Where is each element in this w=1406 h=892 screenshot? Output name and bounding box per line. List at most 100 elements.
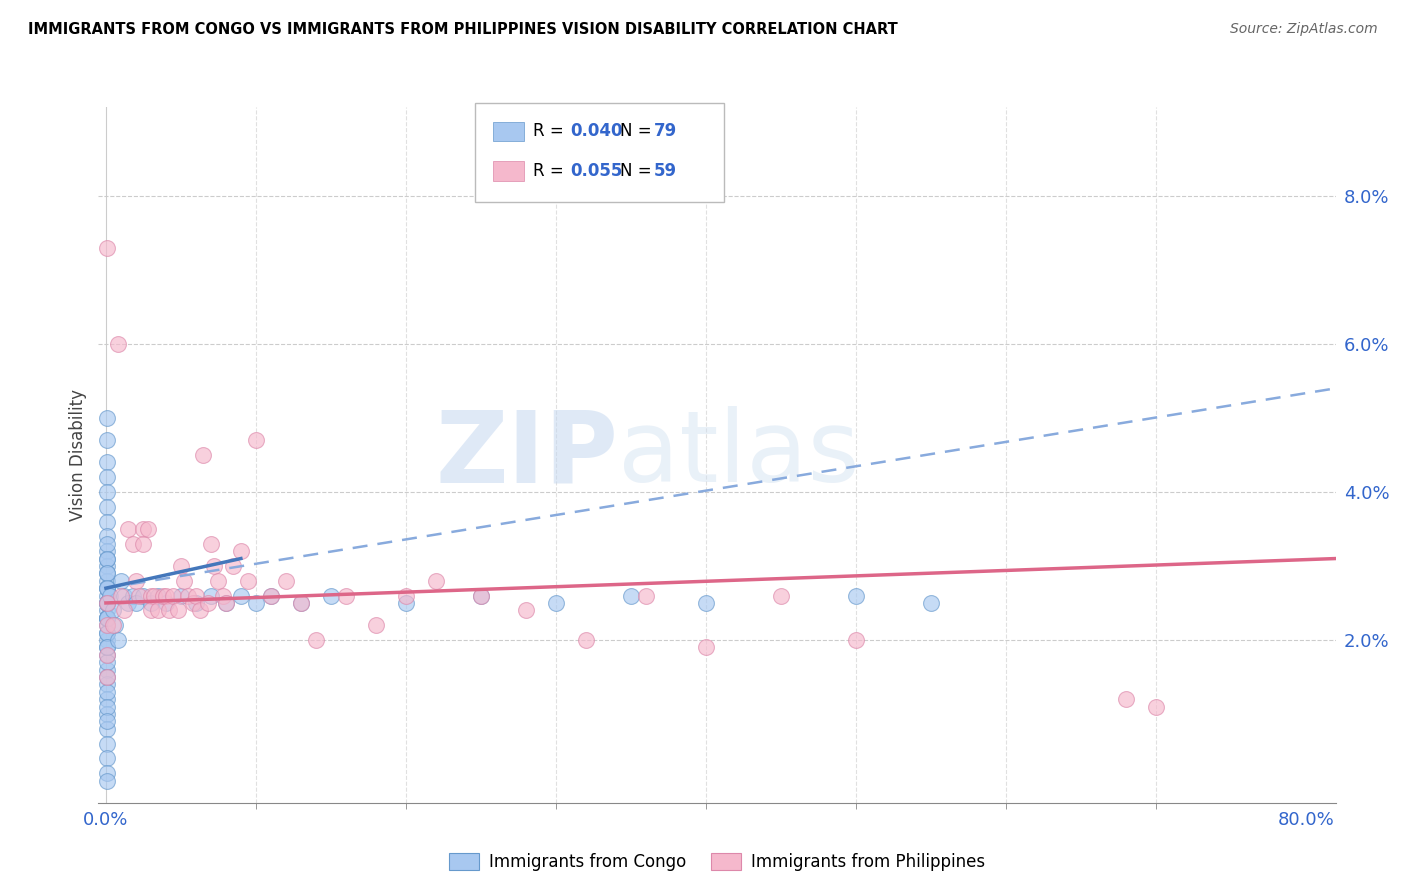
Point [290,596,312,610]
Point [96,699,118,714]
Point [274,574,297,588]
Point [96,574,118,588]
Point [96,625,118,640]
Point [395,596,418,610]
Point [125,574,148,588]
Point [155,589,177,603]
Point [335,589,357,603]
Y-axis label: Vision Disability: Vision Disability [69,389,87,521]
Point [515,603,537,617]
Point [139,603,162,617]
Point [96,581,118,595]
Point [229,544,252,558]
Point [207,574,229,588]
Point [117,596,139,610]
Point [96,618,118,632]
Point [544,596,567,610]
Point [96,692,118,706]
Point [96,581,118,595]
Point [96,589,118,603]
Point [96,241,118,255]
Point [200,537,222,551]
Point [132,589,155,603]
Text: N =: N = [620,122,657,140]
Point [222,558,245,573]
Point [139,589,162,603]
Point [96,596,118,610]
Point [193,448,215,462]
Point [96,596,118,610]
Point [148,603,170,617]
Point [238,574,260,588]
Point [107,337,129,351]
Point [139,596,162,610]
Point [173,574,195,588]
Point [177,589,200,603]
Point [184,596,207,610]
Point [96,714,118,729]
Point [395,589,418,603]
Point [100,589,122,603]
Point [200,589,222,603]
Point [96,611,118,625]
Point [170,589,193,603]
Point [122,589,145,603]
Text: 59: 59 [654,162,676,180]
Point [157,603,180,617]
Point [920,596,942,610]
Point [110,589,132,603]
Point [170,558,193,573]
Point [96,685,118,699]
Text: ZIP: ZIP [436,407,619,503]
Point [181,596,204,610]
Point [155,596,177,610]
Point [96,551,118,566]
Point [190,603,212,617]
Point [215,596,238,610]
Point [96,648,118,662]
Text: 0.040: 0.040 [571,122,623,140]
Point [162,589,184,603]
Point [96,603,118,617]
Point [125,596,148,610]
Point [229,589,252,603]
Legend: Immigrants from Congo, Immigrants from Philippines: Immigrants from Congo, Immigrants from P… [443,847,991,878]
Point [634,589,657,603]
Point [96,640,118,655]
Point [103,618,125,632]
Point [122,537,145,551]
Point [96,663,118,677]
Point [110,574,132,588]
Point [202,558,225,573]
Point [117,522,139,536]
Point [96,566,118,581]
Point [96,470,118,484]
Text: 0.055: 0.055 [571,162,623,180]
Point [260,589,283,603]
Point [96,455,118,469]
Point [96,670,118,684]
Point [104,618,127,632]
Point [96,611,118,625]
Point [96,581,118,595]
Text: atlas: atlas [619,407,859,503]
Point [215,596,238,610]
Point [425,574,447,588]
Point [96,537,118,551]
Point [96,433,118,447]
Point [260,589,283,603]
Point [148,589,170,603]
Point [132,522,155,536]
Point [184,589,207,603]
Point [96,751,118,765]
Point [112,589,135,603]
Point [96,411,118,425]
Point [152,589,174,603]
Point [96,611,118,625]
Point [769,589,792,603]
Point [96,632,118,647]
Text: R =: R = [533,162,568,180]
Point [96,618,118,632]
Point [1144,699,1167,714]
Point [96,596,118,610]
